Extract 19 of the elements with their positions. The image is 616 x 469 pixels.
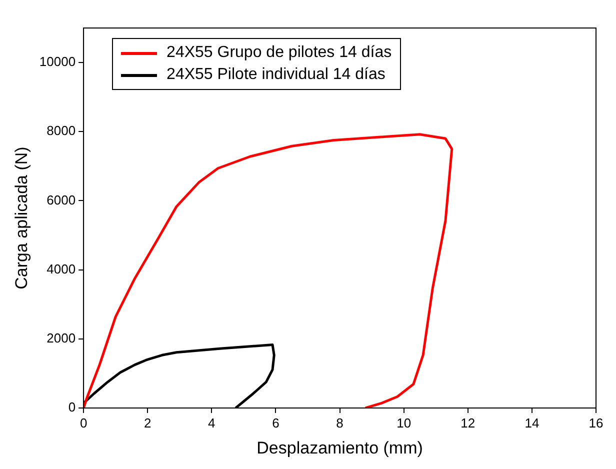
y-axis-title: Carga aplicada (N)	[12, 146, 31, 290]
x-tick-label: 10	[396, 415, 412, 430]
x-tick-label: 16	[588, 415, 604, 430]
x-tick-label: 0	[80, 415, 88, 430]
y-tick-label: 2000	[46, 330, 76, 346]
legend-label: 24X55 Grupo de pilotes 14 días	[166, 43, 392, 63]
y-tick-label: 8000	[46, 123, 76, 138]
y-tick-label: 10000	[39, 54, 76, 70]
x-tick-label: 6	[272, 415, 280, 430]
y-tick-label: 4000	[46, 261, 76, 276]
y-tick-label: 0	[68, 400, 76, 415]
x-tick-label: 2	[144, 415, 152, 430]
x-axis-title: Desplazamiento (mm)	[256, 438, 423, 458]
x-tick-label: 12	[460, 415, 476, 430]
x-tick-label: 4	[208, 415, 216, 430]
legend-label: 24X55 Pilote individual 14 días	[166, 65, 386, 85]
x-tick-label: 8	[336, 415, 344, 430]
y-tick-label: 6000	[46, 192, 76, 208]
x-tick-label: 14	[524, 415, 540, 430]
